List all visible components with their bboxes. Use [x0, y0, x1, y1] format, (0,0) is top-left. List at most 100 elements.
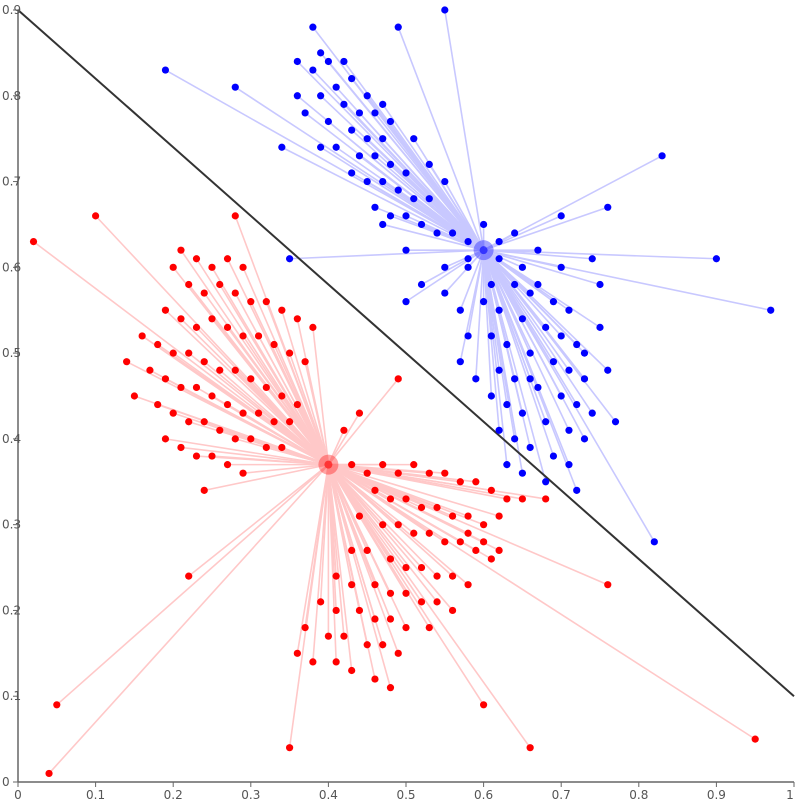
link-line: [421, 249, 484, 286]
data-point: [278, 306, 286, 314]
data-point: [262, 383, 270, 392]
link-line: [413, 138, 485, 251]
data-point: [580, 375, 589, 383]
y-tick-label: 0.8: [2, 89, 21, 103]
data-point: [534, 383, 542, 392]
link-line: [219, 369, 329, 466]
data-point: [456, 306, 464, 314]
link-line: [482, 250, 508, 465]
decision-boundary-line: [17, 9, 795, 697]
data-point: [332, 83, 340, 91]
data-point: [348, 169, 356, 177]
link-line: [234, 369, 329, 466]
data-point: [472, 546, 480, 555]
centroid-core: [324, 460, 333, 469]
data-point: [231, 366, 239, 374]
data-point: [402, 624, 410, 632]
link-line: [327, 463, 756, 740]
data-point: [402, 212, 410, 220]
data-point: [464, 581, 472, 589]
data-point: [511, 280, 519, 289]
data-point: [324, 57, 332, 66]
data-point: [518, 409, 527, 417]
link-line: [483, 249, 523, 269]
link-line: [327, 464, 531, 749]
x-tick-label: 0.9: [707, 788, 726, 802]
data-point: [309, 658, 317, 666]
link-line: [482, 249, 656, 543]
data-point: [286, 744, 294, 752]
axes: 0 0.1 0.2 0.3 0.4 0.5 0.6 0.7 0.8 0.9 1 0 0.1 0.2 0.3…: [2, 3, 795, 802]
data-point: [239, 332, 247, 340]
data-point: [262, 298, 270, 306]
data-point: [410, 135, 418, 143]
link-line: [483, 249, 601, 286]
data-point: [278, 392, 286, 400]
data-point: [45, 769, 53, 778]
link-line: [459, 249, 485, 311]
link-line: [397, 26, 485, 251]
link-line: [211, 455, 329, 466]
data-point: [231, 212, 239, 220]
data-point: [363, 469, 371, 477]
data-point: [464, 238, 472, 246]
data-point: [557, 263, 565, 271]
data-point: [573, 400, 581, 409]
data-point: [518, 263, 527, 271]
link-line: [273, 344, 330, 465]
data-point: [340, 100, 348, 108]
data-point: [363, 641, 371, 649]
data-point: [239, 409, 247, 417]
data-point: [332, 658, 340, 666]
link-line: [165, 438, 329, 466]
data-point: [402, 589, 410, 597]
data-point: [293, 92, 301, 100]
y-tick-label: 0.1: [2, 689, 21, 703]
data-point: [495, 546, 503, 555]
y-tick-label: 0.6: [2, 260, 21, 274]
link-line: [242, 463, 329, 474]
link-line: [281, 446, 329, 466]
data-point: [192, 255, 201, 263]
link-line: [413, 198, 485, 251]
data-point: [200, 486, 208, 494]
data-point: [332, 143, 340, 151]
centroid-core: [479, 246, 488, 255]
data-point: [371, 675, 379, 683]
link-line: [483, 249, 562, 269]
data-point: [425, 624, 433, 632]
link-line: [204, 463, 329, 492]
x-tick-label: 0.7: [552, 788, 571, 802]
data-point: [278, 143, 286, 151]
data-point: [596, 280, 604, 289]
link-line: [327, 464, 407, 628]
data-point: [557, 392, 565, 400]
data-point: [402, 246, 410, 254]
data-point: [441, 538, 449, 546]
y-tick-label: 0.3: [2, 518, 21, 532]
x-tick-label: 0.6: [474, 788, 493, 802]
link-line: [289, 421, 329, 466]
data-point: [565, 461, 573, 469]
link-line: [328, 463, 500, 552]
data-point: [441, 469, 449, 477]
data-point: [448, 606, 457, 615]
data-point: [301, 358, 309, 366]
data-point: [456, 538, 464, 546]
data-point: [386, 589, 395, 597]
link-line: [312, 327, 330, 465]
link-line: [165, 69, 484, 251]
data-point: [472, 375, 480, 383]
data-point: [712, 255, 721, 263]
data-point: [480, 220, 488, 229]
data-point: [270, 418, 278, 426]
link-line: [234, 86, 485, 251]
data-point: [386, 212, 395, 220]
data-point: [503, 400, 511, 409]
link-line: [289, 249, 484, 260]
data-point: [526, 443, 534, 452]
data-point: [433, 503, 441, 512]
data-point: [526, 289, 534, 297]
link-line: [281, 309, 330, 465]
